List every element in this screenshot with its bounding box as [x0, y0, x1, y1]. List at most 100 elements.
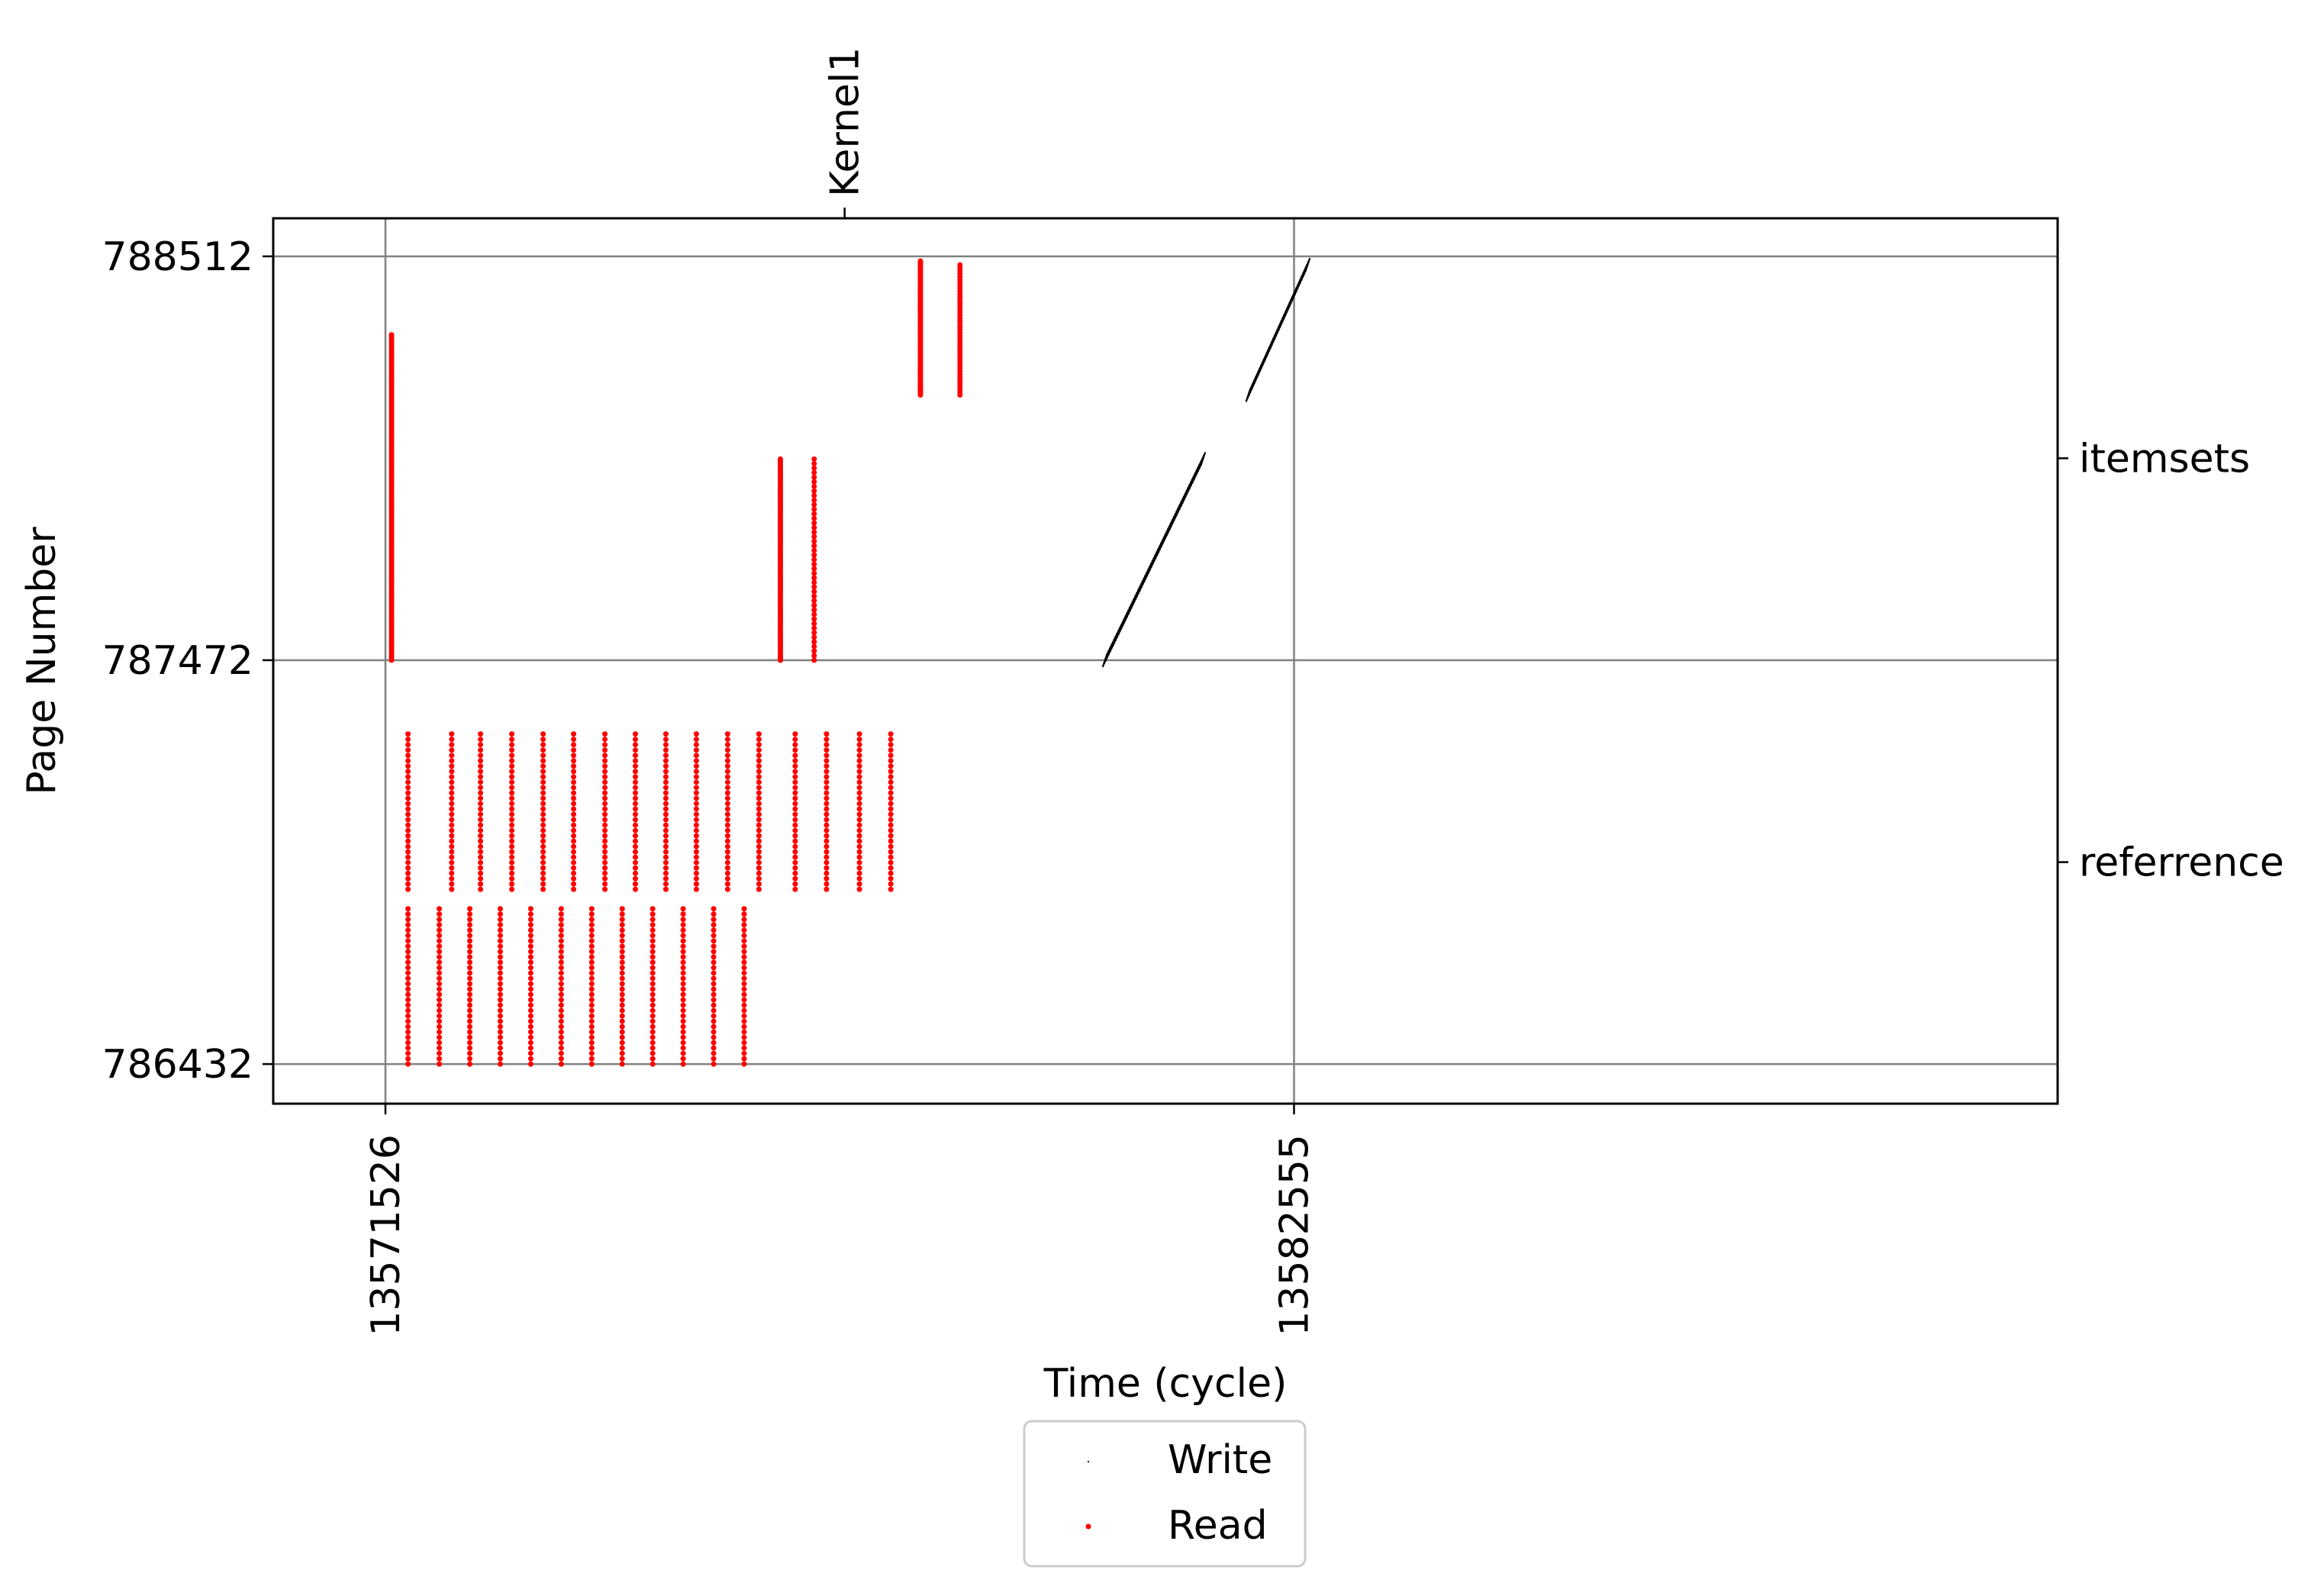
read-point [405, 986, 411, 992]
read-point [633, 875, 639, 882]
read-point [405, 1002, 411, 1008]
read-point [405, 742, 411, 748]
read-point [680, 1040, 686, 1046]
read-point [571, 806, 577, 812]
read-point [649, 933, 656, 939]
read-point [649, 922, 656, 928]
read-point [467, 1024, 473, 1030]
read-point [467, 1029, 473, 1035]
read-point [405, 763, 411, 769]
read-point [711, 1040, 717, 1046]
read-point [693, 827, 699, 833]
read-point [467, 986, 473, 992]
read-point [888, 849, 894, 855]
read-point [619, 1002, 625, 1008]
read-point [540, 817, 546, 823]
read-point [888, 785, 894, 791]
read-point [619, 981, 625, 987]
read-point [558, 1056, 564, 1062]
read-point [527, 975, 533, 982]
y-tick-label: 786432 [102, 1042, 253, 1088]
read-point [741, 975, 747, 982]
read-point [680, 938, 686, 944]
read-point [437, 949, 443, 955]
read-point [558, 943, 564, 949]
read-point [741, 917, 747, 923]
read-point [497, 954, 503, 960]
read-point [405, 881, 411, 887]
read-point [405, 859, 411, 866]
read-point [602, 827, 608, 833]
read-point [649, 949, 656, 955]
read-point [437, 1024, 443, 1030]
read-point [811, 634, 817, 640]
read-point [478, 827, 484, 833]
y-tick-label: 787472 [102, 638, 253, 684]
read-point [662, 806, 669, 812]
read-point [856, 838, 862, 844]
read-point [405, 827, 411, 833]
read-point [540, 854, 546, 860]
read-point [571, 758, 577, 764]
read-point [811, 534, 817, 540]
read-point [478, 833, 484, 839]
read-point [509, 795, 515, 801]
read-point [437, 981, 443, 987]
read-point [602, 817, 608, 823]
read-point [888, 774, 894, 780]
read-point [792, 811, 798, 817]
read-point [811, 538, 817, 544]
read-point [824, 875, 830, 882]
read-point [437, 938, 443, 944]
read-point [478, 838, 484, 844]
read-point [437, 959, 443, 966]
read-point [888, 838, 894, 844]
read-point [437, 1050, 443, 1056]
read-point [449, 859, 455, 866]
read-point [693, 795, 699, 801]
read-point [811, 460, 817, 466]
read-point [811, 529, 817, 535]
read-point [405, 737, 411, 743]
read-point [888, 753, 894, 759]
read-point [633, 769, 639, 775]
read-point [633, 811, 639, 817]
read-point [741, 1029, 747, 1035]
read-point [756, 859, 762, 866]
read-point [662, 785, 669, 791]
read-point [619, 949, 625, 955]
read-point [811, 579, 817, 585]
read-point [509, 854, 515, 860]
read-point [724, 886, 730, 892]
read-point [478, 737, 484, 743]
read-point [527, 965, 533, 971]
read-point [662, 763, 669, 769]
read-point [824, 737, 830, 743]
read-point [792, 801, 798, 807]
read-point [811, 552, 817, 558]
read-point [540, 769, 546, 775]
read-point [478, 795, 484, 801]
read-point [527, 933, 533, 939]
read-point [662, 843, 669, 850]
read-point [792, 774, 798, 780]
read-point [571, 849, 577, 855]
read-point [558, 1018, 564, 1024]
read-point [811, 561, 817, 567]
read-point [509, 731, 515, 737]
read-point [888, 737, 894, 743]
read-point [856, 875, 862, 882]
read-point [467, 911, 473, 917]
read-point [588, 986, 595, 992]
read-point [711, 970, 717, 976]
read-point [571, 790, 577, 796]
read-point [649, 1045, 656, 1051]
read-point [724, 806, 730, 812]
read-point [649, 943, 656, 949]
read-point [527, 1056, 533, 1062]
read-point [649, 1013, 656, 1019]
read-point [792, 827, 798, 833]
read-point [633, 763, 639, 769]
read-point [811, 653, 817, 659]
read-point [619, 1050, 625, 1056]
